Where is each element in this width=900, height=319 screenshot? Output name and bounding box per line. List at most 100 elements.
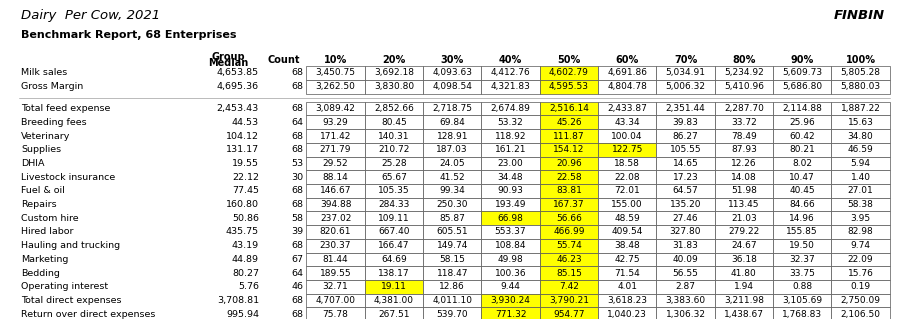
Text: Bedding: Bedding [21,269,60,278]
Text: 118.47: 118.47 [436,269,468,278]
Bar [540,80,598,93]
Text: 2,718.75: 2,718.75 [432,104,473,113]
Text: 51.98: 51.98 [731,186,757,195]
Bar [540,184,598,198]
Text: Benchmark Report, 68 Enterprises: Benchmark Report, 68 Enterprises [21,30,237,40]
Bar [306,102,364,115]
Bar [364,102,423,115]
Text: 65.67: 65.67 [381,173,407,182]
Text: 113.45: 113.45 [728,200,760,209]
Text: 44.89: 44.89 [232,255,259,264]
Text: 25.96: 25.96 [789,118,815,127]
Bar [598,239,656,253]
Text: 9.44: 9.44 [500,282,520,291]
Text: 105.35: 105.35 [378,186,410,195]
Bar [773,80,832,93]
Text: 86.27: 86.27 [672,131,698,141]
Bar [715,115,773,129]
Bar [482,102,540,115]
Text: 104.12: 104.12 [226,131,259,141]
Bar [832,307,889,319]
Text: 53.32: 53.32 [498,118,524,127]
Text: 108.84: 108.84 [495,241,526,250]
Bar [832,143,889,157]
Text: 193.49: 193.49 [495,200,526,209]
Text: 954.77: 954.77 [554,310,585,319]
Text: 5,805.28: 5,805.28 [841,69,880,78]
Text: 667.40: 667.40 [378,227,410,236]
Bar [423,143,482,157]
Text: 50%: 50% [557,55,580,65]
Text: 29.52: 29.52 [323,159,348,168]
Bar [715,293,773,307]
Bar [656,115,715,129]
Text: 24.67: 24.67 [731,241,757,250]
Bar [482,170,540,184]
Bar [482,80,540,93]
Bar [423,239,482,253]
Text: 68: 68 [292,69,304,78]
Text: 68: 68 [292,296,304,305]
Bar [715,280,773,293]
Bar [306,280,364,293]
Bar [773,280,832,293]
Text: 39: 39 [292,227,304,236]
Text: 1,768.83: 1,768.83 [782,310,823,319]
Text: 5,686.80: 5,686.80 [782,82,823,91]
Bar [482,66,540,80]
Text: Livestock insurance: Livestock insurance [21,173,115,182]
Bar [482,143,540,157]
Text: 68: 68 [292,241,304,250]
Text: 2,750.09: 2,750.09 [841,296,880,305]
Bar [423,225,482,239]
Text: 20.96: 20.96 [556,159,581,168]
Bar [656,307,715,319]
Bar [423,211,482,225]
Text: 80.21: 80.21 [789,145,815,154]
Bar [598,211,656,225]
Text: 68: 68 [292,104,304,113]
Text: 68: 68 [292,82,304,91]
Bar [773,115,832,129]
Text: Repairs: Repairs [21,200,57,209]
Bar [656,225,715,239]
Text: 100%: 100% [845,55,876,65]
Text: 0.19: 0.19 [850,282,870,291]
Text: 80.45: 80.45 [381,118,407,127]
Bar [773,293,832,307]
Bar [423,102,482,115]
Text: 4,321.83: 4,321.83 [491,82,530,91]
Bar [306,293,364,307]
Bar [832,239,889,253]
Text: 3,618.23: 3,618.23 [608,296,647,305]
Bar [656,80,715,93]
Text: 80.27: 80.27 [232,269,259,278]
Bar [773,66,832,80]
Text: 12.26: 12.26 [731,159,757,168]
Bar [715,253,773,266]
Text: 435.75: 435.75 [226,227,259,236]
Text: 85.15: 85.15 [556,269,581,278]
Bar [598,115,656,129]
Bar [540,239,598,253]
Text: 3,708.81: 3,708.81 [217,296,259,305]
Text: 3,790.21: 3,790.21 [549,296,589,305]
Text: 78.49: 78.49 [731,131,757,141]
Text: 155.00: 155.00 [611,200,643,209]
Text: 4,653.85: 4,653.85 [217,69,259,78]
Text: 1.94: 1.94 [734,282,754,291]
Text: 2,106.50: 2,106.50 [841,310,880,319]
Text: 68: 68 [292,186,304,195]
Text: 69.84: 69.84 [439,118,465,127]
Text: 15.63: 15.63 [848,118,873,127]
Text: 167.37: 167.37 [554,200,585,209]
Text: 40.45: 40.45 [789,186,815,195]
Text: 64.69: 64.69 [381,255,407,264]
Text: 25.28: 25.28 [381,159,407,168]
Text: 53: 53 [292,159,304,168]
Bar [540,307,598,319]
Text: 50.86: 50.86 [232,214,259,223]
Bar [656,184,715,198]
Text: 32.71: 32.71 [323,282,348,291]
Bar [364,253,423,266]
